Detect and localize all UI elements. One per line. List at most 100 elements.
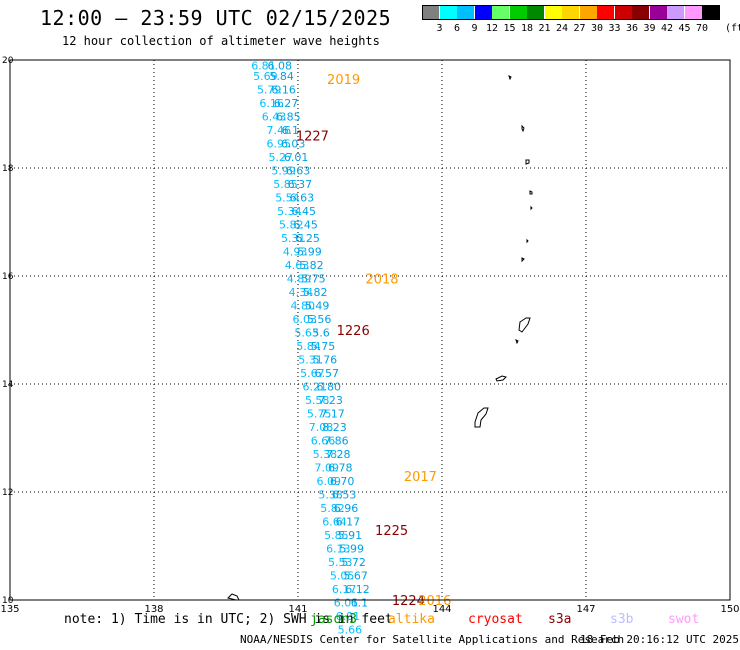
color-swatch — [492, 5, 509, 20]
wave-height-value-right-track: 5.6 — [312, 327, 330, 340]
wave-height-value-left-track: 5.58 — [305, 394, 330, 407]
color-swatch — [544, 5, 562, 20]
wave-height-value-right-track: 7.86 — [324, 435, 349, 448]
wave-height-value-left-track: 5.82 — [320, 502, 345, 515]
wave-height-value-right-track: 6.1 — [282, 124, 300, 137]
latitude-tick-label: 12 — [2, 488, 13, 498]
island-outline — [495, 375, 507, 382]
color-swatch — [579, 5, 597, 20]
wave-height-value-left-track: 5.63 — [294, 327, 319, 340]
color-swatch — [667, 5, 684, 20]
pass-time-label: 2019 — [327, 73, 360, 88]
legend-item-swot: swot — [668, 612, 700, 627]
wave-height-value-right-track: 5.76 — [313, 354, 338, 367]
color-scale-tick-label: 12 — [485, 23, 499, 34]
wave-height-value-right-track: 6.70 — [330, 475, 355, 488]
wave-height-value-left-track: 5.67 — [300, 367, 325, 380]
island-outline — [518, 317, 531, 333]
wave-height-value-left-track: 5.53 — [328, 556, 353, 569]
wave-height-value-right-track: 5.75 — [311, 340, 336, 353]
wave-height-value-left-track: 5.85 — [324, 529, 349, 542]
wave-height-value-right-track: 5.99 — [340, 543, 365, 556]
color-swatch — [562, 5, 579, 20]
wave-height-value-right-track: 6.37 — [288, 178, 313, 191]
wave-height-value-left-track: 6.03 — [292, 313, 317, 326]
color-swatch — [649, 5, 667, 20]
wave-height-value-right-track: 5.82 — [303, 286, 328, 299]
color-scale-tick-label: 70 — [695, 23, 709, 34]
wave-height-value-right-track: 6.08 — [268, 59, 293, 72]
wave-height-value-left-track: 7.09 — [315, 462, 340, 475]
wave-height-value-left-track: 6.09 — [316, 475, 341, 488]
island-outline — [227, 593, 240, 601]
latitude-tick-label: 10 — [2, 596, 14, 606]
wave-height-value-right-track: 7.17 — [320, 408, 345, 421]
color-swatch — [527, 5, 544, 20]
color-scale-outline — [422, 5, 720, 20]
color-scale-tick-label: 21 — [538, 23, 551, 34]
wave-height-value-left-track: 5.66 — [338, 624, 363, 637]
island-outline — [530, 205, 533, 211]
legend-item-altika: altika — [388, 612, 435, 627]
pass-time-label: 1225 — [375, 524, 408, 539]
wave-height-value-left-track: 5.38 — [313, 448, 338, 461]
longitude-tick-label: 138 — [144, 604, 163, 615]
wave-height-value-left-track: 4.80 — [291, 300, 316, 313]
island-outline — [515, 339, 519, 345]
wave-height-value-left-track: 5.34 — [277, 205, 302, 218]
latitude-tick-label: 16 — [2, 272, 14, 282]
wave-height-value-right-track: 6.45 — [292, 205, 317, 218]
wave-height-value-right-track: 5.75 — [301, 273, 326, 286]
island-outline — [521, 257, 525, 263]
color-swatch — [684, 5, 702, 20]
wave-height-value-right-track: 5.49 — [305, 300, 330, 313]
island-outline — [508, 75, 512, 81]
wave-height-value-right-track: 6.80 — [316, 381, 341, 394]
wave-height-value-right-track: 6.78 — [328, 462, 353, 475]
pass-time-label: 2017 — [404, 470, 437, 485]
wave-height-value-left-track: 4.34 — [289, 286, 314, 299]
color-swatch — [509, 5, 527, 20]
wave-height-value-left-track: 5.54 — [275, 192, 300, 205]
wave-height-value-left-track: 6.81 — [251, 59, 276, 72]
color-swatch — [439, 5, 457, 20]
color-scale-tick-label: 39 — [643, 23, 656, 34]
latitude-tick-label: 20 — [2, 56, 14, 66]
wave-height-value-right-track: 6.53 — [332, 489, 357, 502]
longitude-tick-label: 135 — [0, 604, 19, 615]
wave-height-value-right-track: 6.27 — [274, 97, 299, 110]
pass-time-label: 1226 — [337, 324, 370, 339]
wave-height-value-left-track: 6.43 — [262, 111, 287, 124]
wave-height-value-left-track: 6.95 — [267, 138, 292, 151]
wave-height-value-left-track: 5.85 — [273, 178, 298, 191]
wave-height-value-right-track: 6.45 — [293, 219, 318, 232]
latitude-tick-label: 14 — [2, 380, 14, 390]
wave-height-value-right-track: 7.28 — [326, 448, 351, 461]
wave-height-value-right-track: 8.23 — [322, 421, 347, 434]
wave-height-value-right-track: 5.56 — [307, 313, 332, 326]
color-scale-tick-label: 30 — [590, 23, 604, 34]
wave-height-value-left-track: 5.75 — [307, 408, 332, 421]
island-outline — [525, 159, 530, 165]
wave-height-value-right-track: 6.03 — [281, 138, 306, 151]
wave-height-value-left-track: 4.63 — [285, 259, 310, 272]
agency-credit: NOAA/NESDIS Center for Satellite Applica… — [240, 633, 625, 646]
wave-height-value-left-track: 7.08 — [309, 421, 334, 434]
wave-height-value-right-track: 6.85 — [276, 111, 301, 124]
wave-height-value-left-track: 4.89 — [287, 273, 312, 286]
color-scale-tick-label: 45 — [678, 23, 691, 34]
wave-height-value-right-track: 6.63 — [290, 192, 315, 205]
wave-height-value-right-track: 6.1 — [351, 597, 369, 610]
wave-height-value-right-track: 6.12 — [345, 583, 370, 596]
wave-height-value-left-track: 6.13 — [326, 543, 351, 556]
wave-height-value-left-track: 5.31 — [281, 232, 306, 245]
legend-item-cryosat: cryosat — [468, 612, 523, 627]
color-scale-tick-label: 42 — [660, 23, 674, 34]
color-swatch — [597, 5, 614, 20]
wave-height-value-left-track: 6.17 — [332, 583, 357, 596]
wave-height-value-left-track: 4.93 — [283, 246, 308, 259]
pass-time-label: 1224 — [392, 594, 425, 609]
wave-height-value-left-track: 5.05 — [330, 570, 355, 583]
wave-height-value-left-track: 6.16 — [259, 97, 284, 110]
wave-height-value-left-track: 5.84 — [296, 340, 321, 353]
